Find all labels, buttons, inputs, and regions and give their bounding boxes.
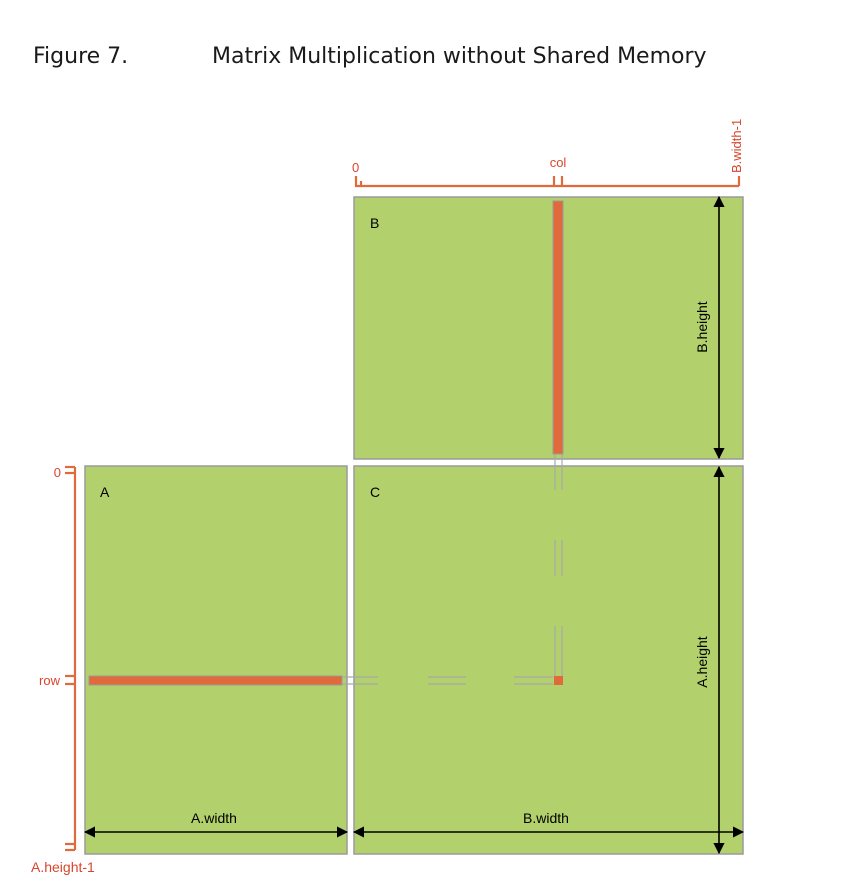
a-row-index-axis	[65, 465, 77, 852]
b-col-start-label: 0	[352, 160, 359, 175]
a-row-label: row	[39, 673, 61, 688]
matrix-b	[353, 196, 744, 460]
b-height-label: B.height	[694, 301, 710, 352]
matrix-a	[84, 465, 348, 855]
figure-number: Figure 7.	[33, 44, 129, 69]
a-row-start-label: 0	[54, 465, 61, 480]
b-column-index-axis	[354, 176, 741, 188]
a-row-end-label: A.height-1	[31, 859, 95, 875]
row-connector	[342, 676, 553, 685]
column-connector	[554, 454, 563, 676]
matrix-c-label: C	[370, 484, 380, 500]
matrix-b-label: B	[370, 215, 379, 231]
figure-title: Matrix Multiplication without Shared Mem…	[212, 44, 707, 69]
b-col-label: col	[550, 155, 567, 170]
b-column-highlight	[552, 200, 564, 455]
a-width-label: A.width	[191, 810, 237, 826]
b-width-label: B.width	[523, 810, 569, 826]
matrix-a-label: A	[100, 484, 110, 500]
b-col-end-label: B.width-1	[729, 119, 744, 173]
a-height-label: A.height	[694, 636, 710, 687]
matrix-c	[353, 465, 744, 855]
a-row-highlight	[88, 675, 343, 686]
c-element-highlight	[554, 676, 563, 685]
